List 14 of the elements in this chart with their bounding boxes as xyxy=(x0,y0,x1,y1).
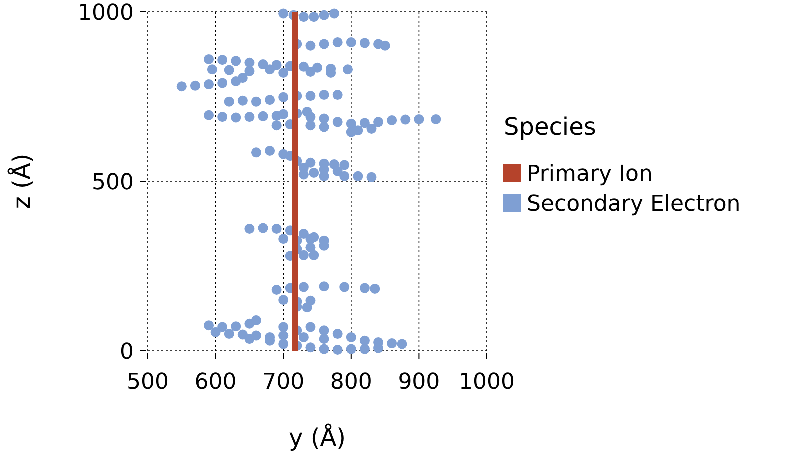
x-tick-label: 1000 xyxy=(459,370,515,395)
x-axis-title: y (Å) xyxy=(289,423,346,452)
legend-label: Primary Ion xyxy=(527,162,653,187)
legend-label: Secondary Electron xyxy=(527,192,741,217)
y-tick-label: 1000 xyxy=(78,1,134,26)
x-tick-label: 500 xyxy=(127,370,169,395)
x-tick-label: 600 xyxy=(194,370,237,395)
legend-title: Species xyxy=(504,113,596,141)
y-axis-title: z (Å) xyxy=(7,154,36,210)
x-tick-label: 800 xyxy=(330,370,372,395)
x-tick-label: 700 xyxy=(262,370,305,395)
y-tick-label: 500 xyxy=(92,170,134,196)
x-tick-label: 900 xyxy=(398,370,440,395)
y-tick-label: 0 xyxy=(120,340,134,365)
